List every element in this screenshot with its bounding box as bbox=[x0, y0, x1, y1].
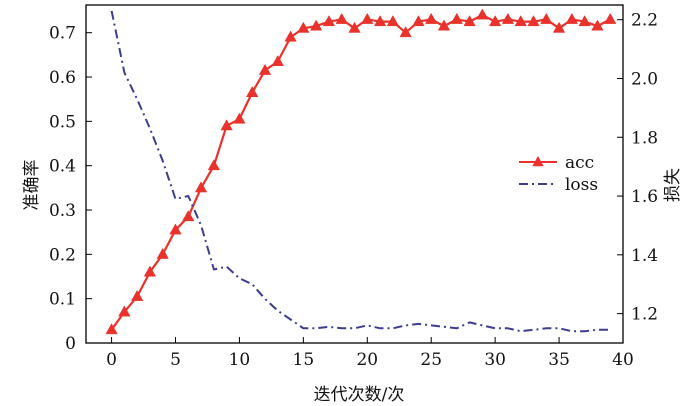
data-point-acc bbox=[450, 12, 463, 24]
series-layer bbox=[105, 8, 617, 335]
x-tick-label: 35 bbox=[548, 350, 570, 370]
data-point-acc bbox=[373, 15, 387, 27]
x-tick-label: 5 bbox=[170, 350, 181, 370]
data-point-acc bbox=[169, 223, 182, 235]
legend-label-loss: loss bbox=[565, 175, 598, 195]
y-axis-left-title: 准确率 bbox=[22, 160, 42, 211]
data-point-acc bbox=[156, 247, 169, 259]
data-point-acc bbox=[604, 12, 617, 24]
data-point-acc bbox=[527, 15, 540, 27]
data-point-acc bbox=[591, 19, 604, 31]
series-line-loss bbox=[110, 10, 611, 333]
y-left-tick-label: 0 bbox=[65, 334, 76, 354]
y-axis-right-title: 损失 bbox=[663, 168, 683, 202]
data-point-acc bbox=[246, 86, 259, 97]
data-point-acc bbox=[335, 12, 348, 24]
x-tick-label: 15 bbox=[293, 350, 315, 370]
data-point-acc bbox=[143, 265, 157, 277]
x-tick-label: 30 bbox=[484, 350, 506, 370]
data-point-acc bbox=[552, 21, 566, 33]
y-right-tick-label: 2.0 bbox=[631, 69, 658, 89]
plot-frame bbox=[85, 4, 624, 344]
y-right-tick-label: 1.2 bbox=[631, 305, 658, 325]
data-point-acc bbox=[182, 210, 195, 222]
data-point-acc bbox=[578, 15, 591, 27]
data-point-acc bbox=[437, 19, 451, 31]
x-tick-label: 0 bbox=[106, 350, 117, 370]
y-left-tick-label: 0.3 bbox=[49, 201, 76, 221]
y-left-tick-label: 0.6 bbox=[49, 68, 76, 88]
y-left-tick-label: 0.5 bbox=[49, 112, 76, 132]
data-point-acc bbox=[514, 15, 527, 27]
data-point-acc bbox=[348, 21, 361, 33]
data-point-acc bbox=[463, 15, 476, 27]
data-point-acc bbox=[386, 15, 399, 27]
data-point-acc bbox=[258, 63, 272, 75]
x-tick-label: 25 bbox=[420, 350, 442, 370]
data-point-acc bbox=[540, 12, 553, 24]
legend-marker-acc bbox=[532, 156, 544, 167]
y-left-tick-label: 0.4 bbox=[49, 157, 76, 177]
data-point-acc bbox=[105, 323, 118, 335]
series-line-acc bbox=[110, 13, 611, 331]
data-point-acc bbox=[220, 119, 233, 131]
data-point-acc bbox=[233, 112, 246, 124]
data-point-acc bbox=[476, 8, 489, 20]
y-axis-left-ticks: 0 0.1 0.2 0.3 0.4 0.5 0.6 0.7 bbox=[49, 24, 92, 354]
y-right-tick-label: 1.6 bbox=[631, 187, 658, 207]
y-axis-right-ticks: 1.2 1.4 1.6 1.8 2.0 2.2 bbox=[617, 11, 658, 325]
data-point-acc bbox=[399, 26, 412, 38]
y-right-tick-label: 2.2 bbox=[631, 11, 658, 31]
data-point-acc bbox=[565, 12, 578, 24]
data-point-acc bbox=[297, 21, 310, 33]
y-right-tick-label: 1.4 bbox=[631, 246, 658, 266]
x-axis-title: 迭代次数/次 bbox=[314, 385, 405, 405]
data-point-acc bbox=[412, 15, 425, 27]
y-left-tick-label: 0.1 bbox=[49, 290, 76, 310]
data-point-acc bbox=[501, 12, 515, 24]
x-tick-label: 10 bbox=[229, 350, 251, 370]
data-point-acc bbox=[284, 30, 297, 42]
y-left-tick-label: 0.7 bbox=[49, 24, 76, 44]
data-point-acc bbox=[118, 305, 131, 317]
data-point-acc bbox=[361, 12, 374, 24]
plot-border bbox=[85, 4, 624, 344]
data-point-acc bbox=[271, 55, 284, 66]
data-point-acc bbox=[489, 15, 502, 27]
data-point-acc bbox=[322, 15, 336, 27]
x-tick-label: 40 bbox=[612, 350, 634, 370]
data-point-acc bbox=[310, 19, 323, 31]
data-point-acc bbox=[425, 12, 438, 24]
y-right-tick-label: 1.8 bbox=[631, 128, 658, 148]
y-left-tick-label: 0.2 bbox=[49, 245, 76, 265]
data-point-acc bbox=[207, 159, 220, 171]
data-point-acc bbox=[194, 181, 208, 193]
legend-label-acc: acc bbox=[565, 153, 594, 173]
x-axis-ticks: 0 5 10 15 20 25 30 35 40 bbox=[106, 337, 634, 370]
data-point-acc bbox=[131, 289, 144, 301]
x-tick-label: 20 bbox=[356, 350, 378, 370]
